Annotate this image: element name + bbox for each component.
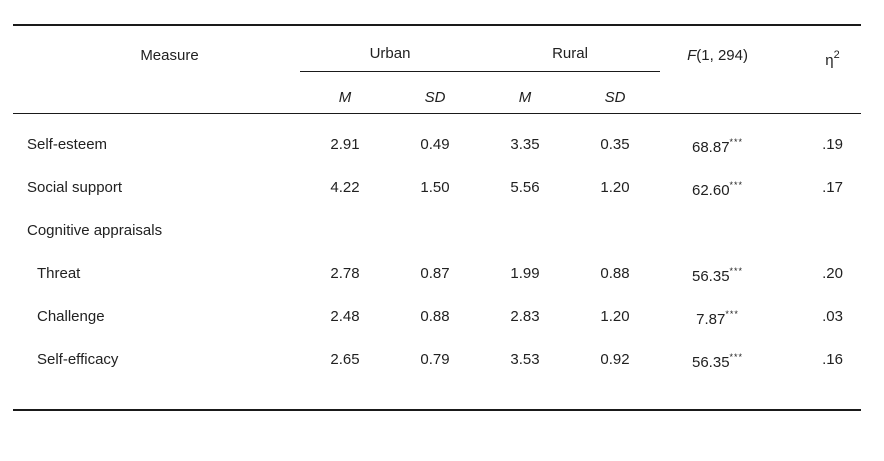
table-body: Self-esteem 2.91 0.49 3.35 0.35 68.87***… <box>13 113 861 410</box>
significance-stars: *** <box>725 308 739 319</box>
f-value: 56.35 <box>692 267 730 285</box>
f-value-cell: 7.87*** <box>660 296 775 339</box>
table-row-challenge: Challenge 2.48 0.88 2.83 1.20 7.87*** .0… <box>13 296 861 339</box>
sub-header-row: M SD M SD <box>13 71 861 114</box>
rural-sd-value: 0.35 <box>600 136 630 153</box>
urban-mean-value <box>300 210 390 253</box>
rural-mean-value: 2.83 <box>510 308 540 325</box>
rural-mean-value: 1.99 <box>510 265 540 282</box>
f-value-cell: 56.35*** <box>660 339 775 382</box>
table-row-self-esteem: Self-esteem 2.91 0.49 3.35 0.35 68.87***… <box>13 124 861 167</box>
urban-sd-value: 0.79 <box>420 351 450 368</box>
urban-sd-header: SD <box>390 71 481 114</box>
rural-group-header: Rural <box>480 25 661 72</box>
urban-group-header: Urban <box>300 25 481 72</box>
urban-sd-value: 0.49 <box>420 136 450 153</box>
eta-squared-header: η2 <box>775 25 862 114</box>
urban-mean-value: 2.65 <box>330 351 360 368</box>
f-value: 7.87 <box>696 310 726 328</box>
table-row-social-support: Social support 4.22 1.50 5.56 1.20 62.60… <box>13 167 861 210</box>
rural-mean-value: 3.53 <box>510 351 540 368</box>
row-label: Self-esteem <box>27 136 108 153</box>
significance-stars: *** <box>729 136 744 147</box>
eta-exponent: 2 <box>833 49 840 61</box>
rural-sd-value: 0.88 <box>600 265 630 282</box>
measure-column-header: Measure <box>13 25 300 114</box>
group-header-row: Measure Urban Rural F(1, 294) η2 <box>13 25 862 114</box>
urban-sd-value <box>390 210 480 253</box>
f-degrees-of-freedom: (1, 294) <box>696 47 748 64</box>
f-symbol: F <box>687 47 697 64</box>
significance-stars: *** <box>729 265 744 276</box>
row-label: Cognitive appraisals <box>27 222 163 239</box>
anova-results-table: Measure Urban Rural F(1, 294) η2 M SD M … <box>13 24 862 411</box>
urban-mean-value: 2.91 <box>330 136 360 153</box>
rural-mean-value: 5.56 <box>510 179 540 196</box>
eta-squared-value: .17 <box>822 179 843 196</box>
spacer-row <box>13 382 861 410</box>
rural-sd-value <box>570 210 660 253</box>
table-row-cognitive-appraisals: Cognitive appraisals <box>13 210 861 253</box>
rural-mean-value: 3.35 <box>510 136 540 153</box>
f-value: 62.60 <box>692 181 730 199</box>
table-header: Measure Urban Rural F(1, 294) η2 M SD M … <box>13 25 862 114</box>
significance-stars: *** <box>729 179 744 190</box>
row-label: Threat <box>37 265 81 282</box>
urban-sd-value: 0.87 <box>420 265 450 282</box>
urban-sd-value: 0.88 <box>420 308 450 325</box>
urban-sd-value: 1.50 <box>420 179 450 196</box>
f-value-cell: 56.35*** <box>660 253 775 296</box>
f-value-cell: 68.87*** <box>660 124 775 167</box>
rural-sd-header: SD <box>570 71 661 114</box>
spacer-row <box>13 113 861 124</box>
rural-sd-value: 0.92 <box>600 351 630 368</box>
significance-stars: *** <box>729 351 744 362</box>
rural-mean-value <box>480 210 570 253</box>
eta-squared-value: .16 <box>822 351 843 368</box>
urban-mean-header: M <box>300 71 390 114</box>
urban-mean-value: 4.22 <box>330 179 360 196</box>
row-label: Self-efficacy <box>37 351 119 368</box>
eta-squared-value: .20 <box>822 265 843 282</box>
rural-sd-value: 1.20 <box>600 179 630 196</box>
row-label: Social support <box>27 179 123 196</box>
table-row-self-efficacy: Self-efficacy 2.65 0.79 3.53 0.92 56.35*… <box>13 339 861 382</box>
row-label: Challenge <box>37 308 105 325</box>
f-value: 56.35 <box>692 353 730 371</box>
eta-squared-value <box>775 210 861 253</box>
table-row-threat: Threat 2.78 0.87 1.99 0.88 56.35*** .20 <box>13 253 861 296</box>
rural-sd-value: 1.20 <box>600 308 630 325</box>
eta-squared-value: .19 <box>822 136 843 153</box>
urban-mean-value: 2.48 <box>330 308 360 325</box>
rural-mean-header: M <box>480 71 571 114</box>
eta-symbol: η <box>825 52 834 69</box>
urban-mean-value: 2.78 <box>330 265 360 282</box>
f-value: 68.87 <box>692 138 730 156</box>
f-value-cell <box>660 210 775 253</box>
f-statistic-header: F(1, 294) <box>660 25 776 114</box>
f-value-cell: 62.60*** <box>660 167 775 210</box>
eta-squared-value: .03 <box>822 308 843 325</box>
